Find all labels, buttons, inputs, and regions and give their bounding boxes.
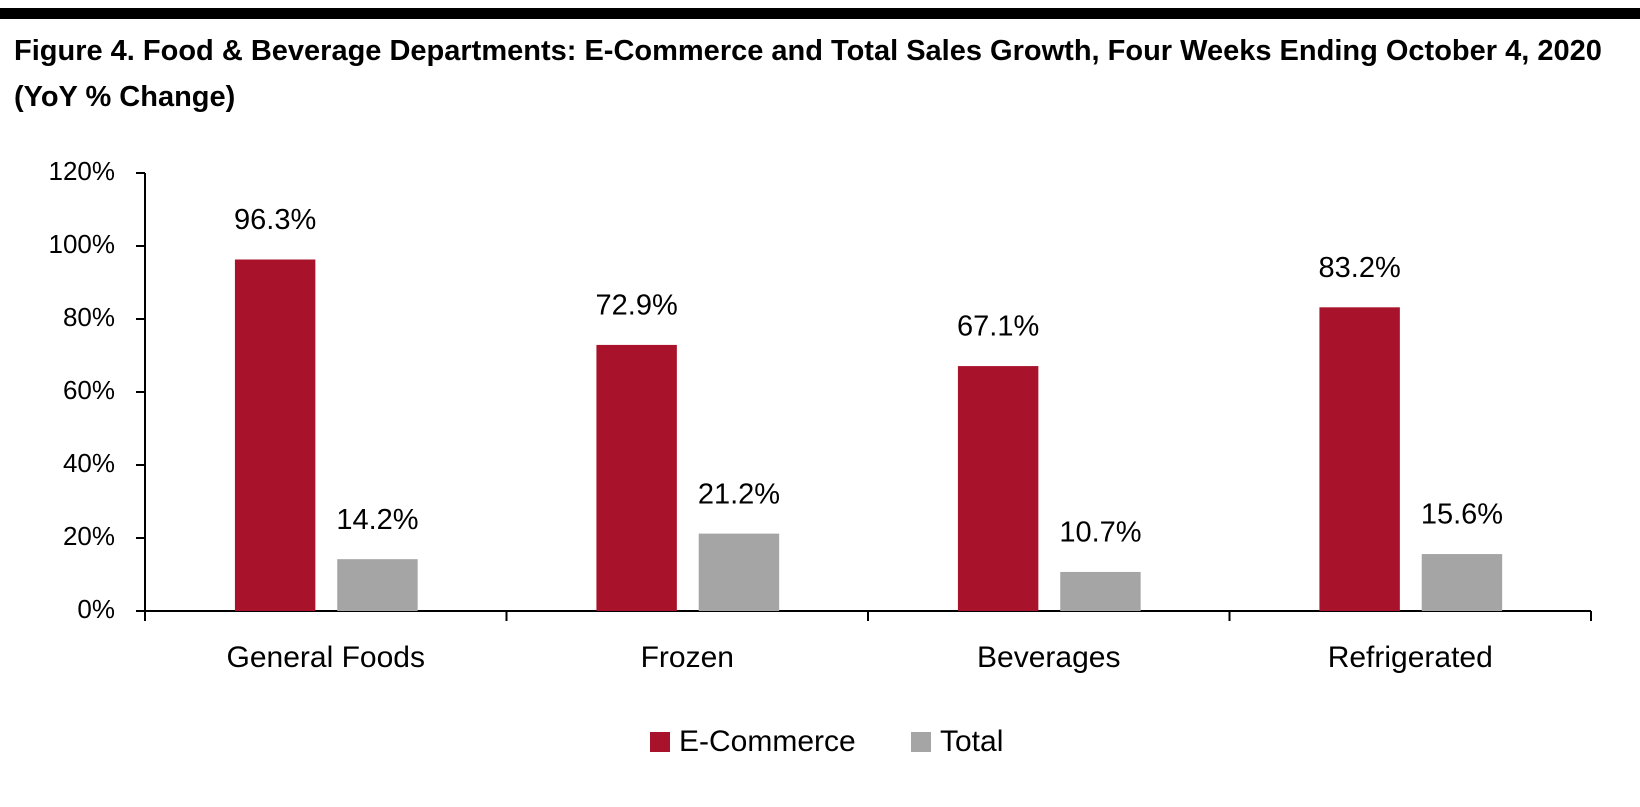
bar (337, 559, 418, 611)
y-tick-label: 60% (63, 375, 115, 405)
legend-label: Total (940, 725, 1003, 758)
y-tick-label: 20% (63, 521, 115, 551)
x-tick-label: General Foods (227, 641, 425, 674)
data-label: 67.1% (957, 311, 1039, 343)
bar (698, 533, 780, 611)
x-tick-label: Refrigerated (1328, 641, 1493, 674)
bar (234, 259, 316, 611)
top-rule (0, 8, 1640, 19)
data-label: 10.7% (1059, 517, 1141, 549)
y-tick-label: 100% (49, 229, 116, 259)
bar (596, 344, 677, 611)
x-tick-label: Frozen (641, 641, 734, 674)
bar (1319, 307, 1400, 611)
data-label: 21.2% (698, 478, 780, 510)
chart-title: Figure 4. Food & Beverage Departments: E… (14, 35, 1602, 113)
x-tick-label: Beverages (977, 641, 1120, 674)
data-label: 83.2% (1319, 252, 1401, 284)
data-label: 15.6% (1421, 499, 1503, 531)
bar (957, 366, 1039, 611)
bar (1060, 571, 1141, 611)
y-tick-label: 0% (77, 594, 115, 624)
legend-swatch (911, 732, 931, 752)
y-tick-label: 40% (63, 448, 115, 478)
y-tick-label: 80% (63, 302, 115, 332)
legend-label: E-Commerce (679, 725, 856, 758)
bar (1421, 554, 1503, 611)
y-tick-label: 120% (49, 156, 116, 186)
data-label: 72.9% (596, 290, 678, 322)
data-label: 14.2% (336, 504, 418, 536)
data-label: 96.3% (234, 204, 316, 236)
legend-swatch (650, 732, 670, 752)
